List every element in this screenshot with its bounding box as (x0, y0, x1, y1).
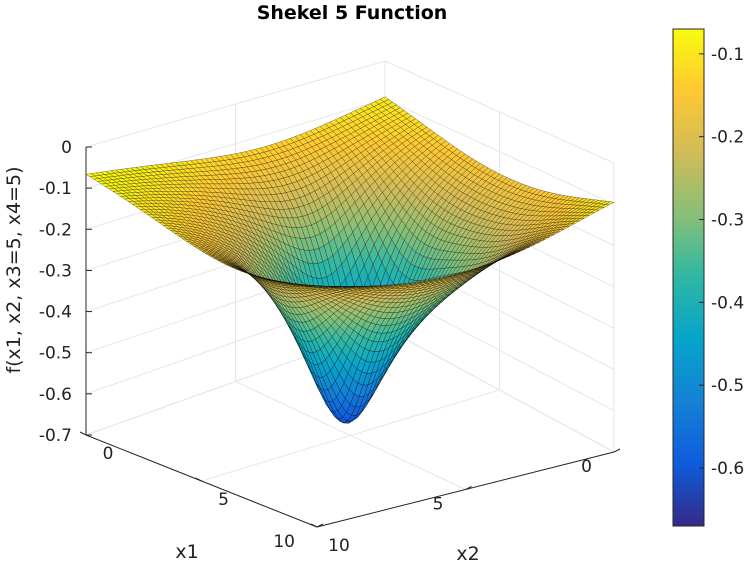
z-tick-label: -0.6 (39, 385, 72, 405)
colorbar-tick-label: -0.2 (711, 128, 744, 148)
x1-tick-mark (613, 448, 621, 453)
z-tick-label: -0.7 (39, 426, 72, 446)
z-tick-label: -0.2 (39, 220, 72, 240)
x2-tick-label: 10 (328, 536, 350, 556)
z-tick-label: -0.3 (39, 261, 72, 281)
x1-tick-mark (465, 486, 472, 490)
colorbar-ticks: -0.1 -0.2 -0.3 -0.4 -0.5 -0.6 (699, 45, 744, 479)
surface-patch (313, 286, 322, 288)
x2-tick-label: 0 (103, 444, 114, 464)
z-tick-label: -0.4 (39, 303, 72, 323)
x2-floor-grid-line (201, 389, 500, 482)
x1-tick-label: 10 (273, 532, 295, 552)
axis-ticks: 0 -0.1 -0.2 -0.3 -0.4 -0.5 -0.6 -0.7 0 5 10 0 5 10 (39, 138, 621, 556)
x2-tick-mark (195, 477, 202, 482)
x1-tick-mark (316, 523, 324, 528)
x2-tick-mark (310, 523, 318, 528)
x1-axis-label: x1 (175, 541, 198, 563)
x1-tick-label: 5 (433, 495, 444, 515)
surface-plot (85, 96, 615, 424)
colorbar-tick-label: -0.4 (711, 293, 744, 313)
z-tick-label: -0.1 (39, 179, 72, 199)
x2-tick-label: 5 (218, 490, 229, 510)
colorbar-tick-label: -0.6 (711, 459, 744, 479)
chart-title: Shekel 5 Function (257, 2, 448, 24)
z-tick-label: 0 (61, 138, 72, 158)
colorbar: -0.1 -0.2 -0.3 -0.4 -0.5 -0.6 (672, 28, 744, 527)
colorbar-tick-label: -0.3 (711, 211, 744, 231)
x1-tick-label: 0 (581, 457, 592, 477)
z-tick-label: -0.5 (39, 344, 72, 364)
z-axis-label: f(x1, x2, x3=5, x4=5) (3, 166, 25, 373)
x2-axis-label: x2 (456, 543, 479, 565)
colorbar-tick-label: -0.5 (711, 376, 744, 396)
x2-tick-mark (79, 431, 87, 436)
colorbar-gradient (672, 28, 705, 527)
colorbar-tick-label: -0.1 (711, 45, 744, 65)
